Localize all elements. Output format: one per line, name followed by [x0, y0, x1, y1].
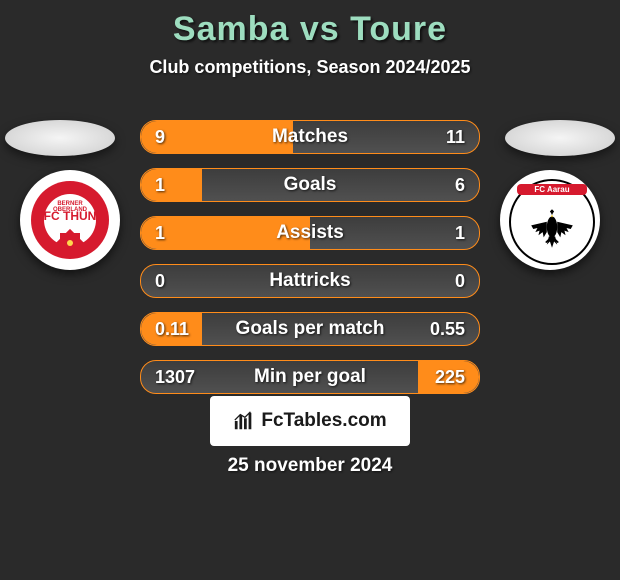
stat-row: 1307225Min per goal [140, 360, 480, 394]
stat-row: 11Assists [140, 216, 480, 250]
branding-label: FcTables.com [261, 410, 386, 432]
stat-row: 16Goals [140, 168, 480, 202]
crest-right-banner: FC Aarau [517, 184, 587, 195]
team-crest-left: BERNER OBERLAND FC THUN 1898 [20, 170, 120, 270]
stat-row: 00Hattricks [140, 264, 480, 298]
crest-left-main-text: FC THUN [35, 209, 105, 223]
snapshot-date: 25 november 2024 [0, 455, 620, 477]
player-avatar-left [5, 120, 115, 156]
player-avatar-right [505, 120, 615, 156]
eagle-icon [526, 202, 578, 254]
stat-row: 0.110.55Goals per match [140, 312, 480, 346]
team-crest-right: FC Aarau [500, 170, 600, 270]
stat-label: Goals per match [141, 313, 479, 345]
crest-left-ring: BERNER OBERLAND FC THUN 1898 [31, 181, 109, 259]
stat-label: Assists [141, 217, 479, 249]
stat-row: 911Matches [140, 120, 480, 154]
page-subtitle: Club competitions, Season 2024/2025 [0, 57, 620, 78]
stat-label: Goals [141, 169, 479, 201]
crest-right-core: FC Aarau [509, 179, 595, 265]
page-title: Samba vs Toure [0, 0, 620, 49]
crest-left-core: BERNER OBERLAND FC THUN 1898 [44, 194, 96, 246]
branding-badge[interactable]: FcTables.com [210, 396, 410, 446]
stat-label: Hattricks [141, 265, 479, 297]
comparison-bars: 911Matches 16Goals 11Assists 00Hattricks 0.1… [140, 120, 480, 408]
stat-label: Matches [141, 121, 479, 153]
bar-chart-icon [233, 410, 255, 432]
branding-text: FcTables.com [233, 410, 386, 432]
stat-label: Min per goal [141, 361, 479, 393]
comparison-infographic: Samba vs Toure Club competitions, Season… [0, 0, 620, 580]
